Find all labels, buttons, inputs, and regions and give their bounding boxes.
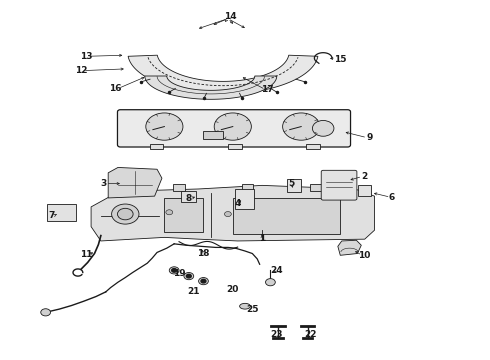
Bar — [228, 144, 242, 149]
Text: 6: 6 — [389, 193, 395, 202]
Text: 19: 19 — [172, 269, 185, 278]
Text: 21: 21 — [188, 287, 200, 296]
FancyBboxPatch shape — [321, 170, 357, 200]
Text: 1: 1 — [259, 234, 265, 243]
Circle shape — [201, 279, 206, 283]
Circle shape — [146, 113, 183, 140]
Circle shape — [266, 279, 275, 286]
Text: 10: 10 — [359, 251, 371, 260]
Circle shape — [313, 121, 334, 136]
Bar — [203, 131, 223, 139]
Bar — [310, 184, 322, 191]
Circle shape — [118, 208, 133, 220]
Bar — [287, 179, 301, 192]
Text: 20: 20 — [226, 285, 239, 294]
Circle shape — [186, 274, 191, 278]
Text: 18: 18 — [197, 249, 210, 258]
Text: 7: 7 — [49, 211, 55, 220]
Polygon shape — [145, 76, 277, 99]
Text: 22: 22 — [305, 330, 317, 339]
Text: 23: 23 — [270, 330, 283, 339]
Bar — [233, 198, 340, 234]
Circle shape — [172, 269, 176, 272]
Text: 25: 25 — [246, 305, 259, 314]
Text: 17: 17 — [261, 85, 273, 94]
Text: 12: 12 — [75, 66, 88, 75]
Bar — [150, 144, 163, 149]
Circle shape — [214, 113, 251, 140]
Text: 24: 24 — [270, 266, 283, 275]
Bar — [235, 189, 254, 209]
Circle shape — [184, 273, 194, 280]
Text: 11: 11 — [80, 250, 93, 259]
Ellipse shape — [240, 303, 250, 309]
Bar — [164, 198, 203, 232]
FancyBboxPatch shape — [118, 110, 350, 147]
Circle shape — [169, 267, 179, 274]
Text: 9: 9 — [367, 133, 373, 142]
Text: 5: 5 — [288, 179, 294, 188]
Text: 13: 13 — [80, 52, 93, 61]
Text: 8: 8 — [186, 194, 192, 203]
Text: 2: 2 — [362, 172, 368, 181]
Circle shape — [112, 204, 139, 224]
Circle shape — [166, 210, 172, 215]
Circle shape — [41, 309, 50, 316]
Polygon shape — [91, 185, 374, 241]
Circle shape — [224, 212, 231, 217]
Bar — [181, 191, 196, 202]
Text: 14: 14 — [224, 12, 237, 21]
Circle shape — [198, 278, 208, 285]
Text: 16: 16 — [109, 84, 122, 93]
Text: 3: 3 — [100, 179, 106, 188]
Bar — [306, 144, 320, 149]
Polygon shape — [338, 240, 361, 255]
Text: 15: 15 — [334, 55, 346, 64]
Polygon shape — [128, 55, 318, 94]
Circle shape — [283, 113, 320, 140]
Bar — [47, 204, 76, 221]
Polygon shape — [108, 167, 162, 198]
Bar — [173, 184, 185, 191]
Bar — [358, 185, 370, 196]
Bar — [242, 184, 253, 191]
Text: 4: 4 — [235, 199, 241, 208]
